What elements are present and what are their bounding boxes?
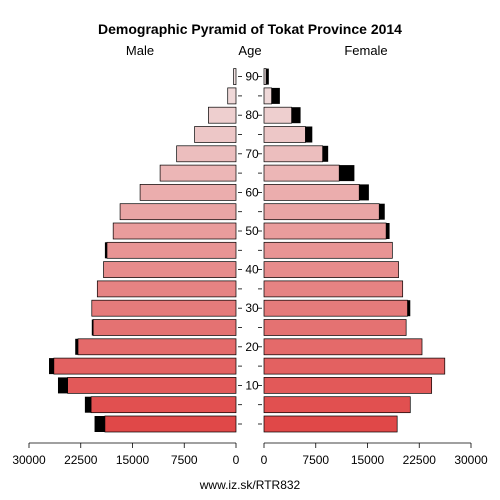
male-x-tick-label: 22500 xyxy=(64,453,98,467)
female-bar-0-4 xyxy=(263,415,398,433)
female-extra-bar-75-79 xyxy=(305,126,313,143)
age-label: 40 xyxy=(245,263,259,277)
male-header: Male xyxy=(126,43,154,58)
male-bar-30-34 xyxy=(91,299,237,317)
female-bar-30-34 xyxy=(263,299,408,317)
male-bar-5-9 xyxy=(90,396,237,414)
male-bar-85-89 xyxy=(227,87,237,105)
female-bar-75-79 xyxy=(263,126,306,143)
male-extra-bar-45-49 xyxy=(104,242,107,259)
female-bar-70-74 xyxy=(263,145,324,163)
female-bar-20-24 xyxy=(263,338,423,356)
male-bar-55-59 xyxy=(119,203,237,221)
male-bar-45-49 xyxy=(106,241,237,259)
female-bar-50-54 xyxy=(263,222,387,240)
source-footer: www.iz.sk/RTR832 xyxy=(199,478,301,492)
male-extra-bar-15-19 xyxy=(49,358,54,375)
female-extra-bar-70-74 xyxy=(322,145,329,162)
age-label: 70 xyxy=(245,147,259,161)
male-bar-0-4 xyxy=(104,415,237,433)
age-label: 30 xyxy=(245,301,259,315)
male-bar-15-19 xyxy=(53,357,237,375)
female-extra-bar-60-64 xyxy=(359,184,369,201)
female-x-tick-label: 22500 xyxy=(403,453,437,467)
male-bar-35-39 xyxy=(96,280,237,298)
male-bar-65-69 xyxy=(159,164,237,182)
age-header: Age xyxy=(238,43,261,58)
female-x-tick-label: 0 xyxy=(261,453,268,467)
age-label: 20 xyxy=(245,340,259,354)
female-extra-bar-50-54 xyxy=(386,223,390,239)
male-bar-20-24 xyxy=(77,338,237,356)
age-label: 60 xyxy=(245,185,259,199)
female-bar-90+ xyxy=(263,68,267,85)
female-extra-bar-80-84 xyxy=(291,107,301,124)
female-bar-25-29 xyxy=(263,319,407,336)
male-x-tick-label: 0 xyxy=(233,453,240,467)
male-bar-60-64 xyxy=(139,184,237,201)
age-label: 80 xyxy=(245,108,259,122)
female-bar-40-44 xyxy=(263,261,399,278)
male-bar-90+ xyxy=(233,68,237,85)
female-extra-bar-90+ xyxy=(266,68,269,85)
female-bar-10-14 xyxy=(263,377,433,394)
female-bar-60-64 xyxy=(263,184,360,201)
male-x-tick-label: 30000 xyxy=(12,453,46,467)
female-extra-bar-85-89 xyxy=(271,87,280,104)
male-extra-bar-10-14 xyxy=(57,377,68,394)
age-label: 10 xyxy=(245,378,259,392)
male-bar-40-44 xyxy=(103,261,237,278)
age-label: 50 xyxy=(245,224,259,238)
female-extra-bar-65-69 xyxy=(339,165,355,182)
female-bar-15-19 xyxy=(263,357,446,375)
male-bar-50-54 xyxy=(112,222,237,240)
female-extra-bar-30-34 xyxy=(407,300,411,317)
female-bar-5-9 xyxy=(263,396,411,414)
female-bar-85-89 xyxy=(263,87,272,105)
male-x-tick-label: 15000 xyxy=(116,453,150,467)
axes-group: 10 20 30 40 50 60 70 80 90 30000 22500 15000 7500 0 0 7… xyxy=(12,70,488,467)
female-bar-65-69 xyxy=(263,164,340,182)
male-bar-25-29 xyxy=(92,319,237,336)
female-bar-55-59 xyxy=(263,203,380,221)
male-bar-80-84 xyxy=(208,106,237,124)
female-extra-bar-55-59 xyxy=(379,203,385,220)
male-bar-70-74 xyxy=(176,145,237,163)
male-bar-10-14 xyxy=(67,377,237,394)
male-bar-75-79 xyxy=(194,126,237,143)
bars-group xyxy=(49,68,446,433)
age-label: 90 xyxy=(245,70,259,84)
male-extra-bar-20-24 xyxy=(75,338,78,355)
female-bar-45-49 xyxy=(263,241,393,259)
female-x-tick-label: 7500 xyxy=(302,453,329,467)
female-bar-35-39 xyxy=(263,280,404,298)
male-extra-bar-25-29 xyxy=(91,319,94,336)
female-bar-80-84 xyxy=(263,106,292,124)
female-x-tick-label: 30000 xyxy=(454,453,488,467)
female-header: Female xyxy=(344,43,387,58)
male-extra-bar-0-4 xyxy=(94,416,105,432)
chart-title: Demographic Pyramid of Tokat Province 20… xyxy=(98,21,402,37)
male-extra-bar-5-9 xyxy=(84,396,92,413)
male-x-tick-label: 7500 xyxy=(171,453,198,467)
female-x-tick-label: 15000 xyxy=(351,453,385,467)
